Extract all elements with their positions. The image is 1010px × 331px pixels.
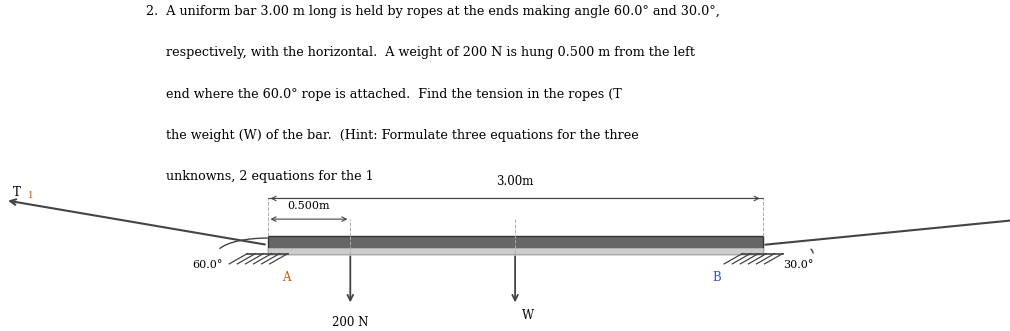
Text: 30.0°: 30.0° (783, 260, 813, 270)
Text: W: W (522, 308, 534, 322)
Text: B: B (713, 271, 721, 284)
Bar (268, 236, 763, 254)
Text: 200 N: 200 N (332, 315, 369, 328)
Text: unknowns, 2 equations for the 1: unknowns, 2 equations for the 1 (146, 170, 374, 183)
Bar (268, 248, 763, 254)
Text: end where the 60.0° rope is attached.  Find the tension in the ropes (T: end where the 60.0° rope is attached. Fi… (146, 88, 622, 101)
Text: 0.500m: 0.500m (288, 201, 330, 211)
Text: respectively, with the horizontal.  A weight of 200 N is hung 0.500 m from the l: respectively, with the horizontal. A wei… (146, 46, 696, 59)
Text: 2.  A uniform bar 3.00 m long is held by ropes at the ends making angle 60.0° an: 2. A uniform bar 3.00 m long is held by … (146, 5, 720, 18)
Text: 1: 1 (27, 191, 33, 200)
Text: A: A (282, 271, 290, 284)
Text: 60.0°: 60.0° (192, 260, 222, 270)
Text: 3.00m: 3.00m (496, 175, 534, 188)
Text: T: T (13, 185, 21, 199)
Text: the weight (W) of the bar.  (Hint: Formulate three equations for the three: the weight (W) of the bar. (Hint: Formul… (146, 129, 639, 142)
